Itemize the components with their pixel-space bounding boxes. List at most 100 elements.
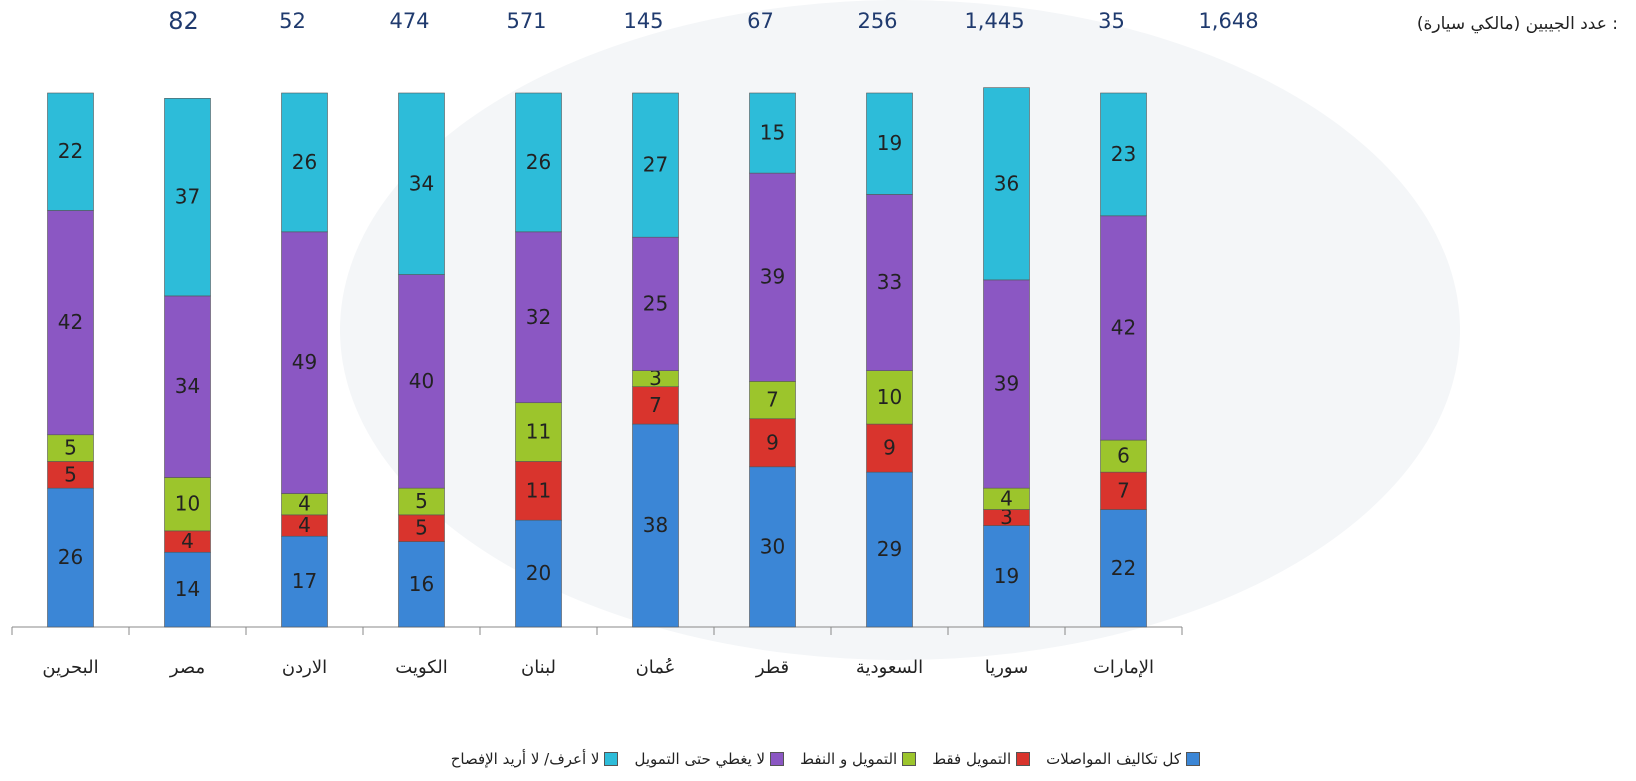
count-label: 145 <box>623 9 663 33</box>
data-label: 26 <box>526 150 551 174</box>
legend-swatch <box>1186 752 1200 766</box>
legend-item: التمويل فقط <box>932 750 1031 768</box>
bar-segment <box>749 172 796 382</box>
data-label: 40 <box>409 369 434 393</box>
data-label: 16 <box>409 572 434 596</box>
bar-segment <box>398 487 445 516</box>
data-label: 33 <box>877 270 902 294</box>
bar-segment <box>515 92 562 233</box>
bar-segment <box>164 477 211 532</box>
bar-segment <box>632 423 679 628</box>
x-tick-label: الإمارات <box>1093 657 1154 678</box>
bar-segment <box>866 471 913 628</box>
count-label: 67 <box>747 9 774 33</box>
data-label: 7 <box>649 393 662 417</box>
data-label: 19 <box>877 131 902 155</box>
data-label: 19 <box>994 564 1019 588</box>
bar-segment <box>1100 439 1147 473</box>
bar-segment <box>983 279 1030 489</box>
data-label: 14 <box>175 577 200 601</box>
bar-segment <box>983 525 1030 628</box>
data-label: 34 <box>409 171 434 195</box>
x-tick-label: الاردن <box>282 657 327 678</box>
bar-segment <box>866 423 913 473</box>
data-label: 7 <box>766 388 779 412</box>
count-label: 1,648 <box>1198 9 1258 33</box>
x-tick-label: سوريا <box>985 657 1029 678</box>
data-label: 7 <box>1117 478 1130 502</box>
count-label: 82 <box>168 7 199 35</box>
count-label: 35 <box>1098 9 1125 33</box>
legend-label: لا أعرف/ لا أريد الإفصاح <box>450 750 600 768</box>
data-label: 39 <box>994 372 1019 396</box>
legend-label: التمويل فقط <box>932 750 1012 768</box>
data-label: 42 <box>58 310 83 334</box>
data-label: 15 <box>760 121 785 145</box>
data-label: 39 <box>760 265 785 289</box>
data-label: 4 <box>181 529 194 553</box>
data-label: 5 <box>64 462 77 486</box>
bar-segment <box>164 98 211 297</box>
data-label: 9 <box>883 436 896 460</box>
data-label: 22 <box>58 139 83 163</box>
data-label: 26 <box>292 150 317 174</box>
bar-segment <box>866 92 913 195</box>
data-label: 23 <box>1111 142 1136 166</box>
legend-item: لا أعرف/ لا أريد الإفصاح <box>451 750 619 768</box>
x-tick-label: الكويت <box>395 657 447 678</box>
bar-segment <box>632 92 679 238</box>
bar-segment <box>398 541 445 628</box>
legend-label: التمويل و النفط <box>800 750 898 768</box>
data-label: 22 <box>1111 556 1136 580</box>
bar-segment <box>515 402 562 462</box>
data-label: 38 <box>643 513 668 537</box>
bar-segment <box>1100 509 1147 628</box>
x-tick-label: السعودية <box>856 657 923 678</box>
data-label: 5 <box>64 436 77 460</box>
data-label: 42 <box>1111 315 1136 339</box>
bar-segment <box>47 92 94 211</box>
data-label: 4 <box>298 492 311 516</box>
data-label: 9 <box>766 430 779 454</box>
bar-segment <box>749 418 796 468</box>
data-label: 25 <box>643 291 668 315</box>
data-label: 32 <box>526 305 551 329</box>
bar-segment <box>749 466 796 628</box>
x-tick-label: البحرين <box>42 657 98 678</box>
bar-segment <box>1100 471 1147 510</box>
data-label: 20 <box>526 561 551 585</box>
bar-segment <box>1100 215 1147 441</box>
bar-segment <box>164 295 211 478</box>
x-tick-label: عُمان <box>636 657 676 678</box>
count-label: 1,445 <box>964 9 1024 33</box>
count-title: عدد الجيبين (مالكي سيارة) : <box>1417 14 1618 34</box>
data-label: 36 <box>994 171 1019 195</box>
data-label: 37 <box>175 185 200 209</box>
legend-label: كل تكاليف المواصلات <box>1046 750 1181 768</box>
count-label: 474 <box>389 9 429 33</box>
bar-segment <box>515 519 562 628</box>
bar-segment <box>281 92 328 233</box>
data-label: 26 <box>58 545 83 569</box>
data-label: 17 <box>292 569 317 593</box>
data-label: 11 <box>526 420 551 444</box>
data-label: 5 <box>415 516 428 540</box>
data-label: 49 <box>292 350 317 374</box>
data-label: 27 <box>643 153 668 177</box>
count-label: 256 <box>857 9 897 33</box>
data-label: 34 <box>175 374 200 398</box>
legend-item: لا يغطي حتى التمويل <box>634 750 785 768</box>
bar-segment <box>164 551 211 628</box>
data-label: 10 <box>877 385 902 409</box>
count-label: 571 <box>506 9 546 33</box>
legend-swatch <box>1016 752 1031 766</box>
x-tick-label: لبنان <box>521 657 556 678</box>
data-label: 3 <box>1000 505 1013 529</box>
x-tick-label: مصر <box>169 657 205 678</box>
count-label: 52 <box>279 9 306 33</box>
data-label: 5 <box>415 489 428 513</box>
bar-segment <box>632 236 679 371</box>
legend-swatch <box>770 752 785 766</box>
